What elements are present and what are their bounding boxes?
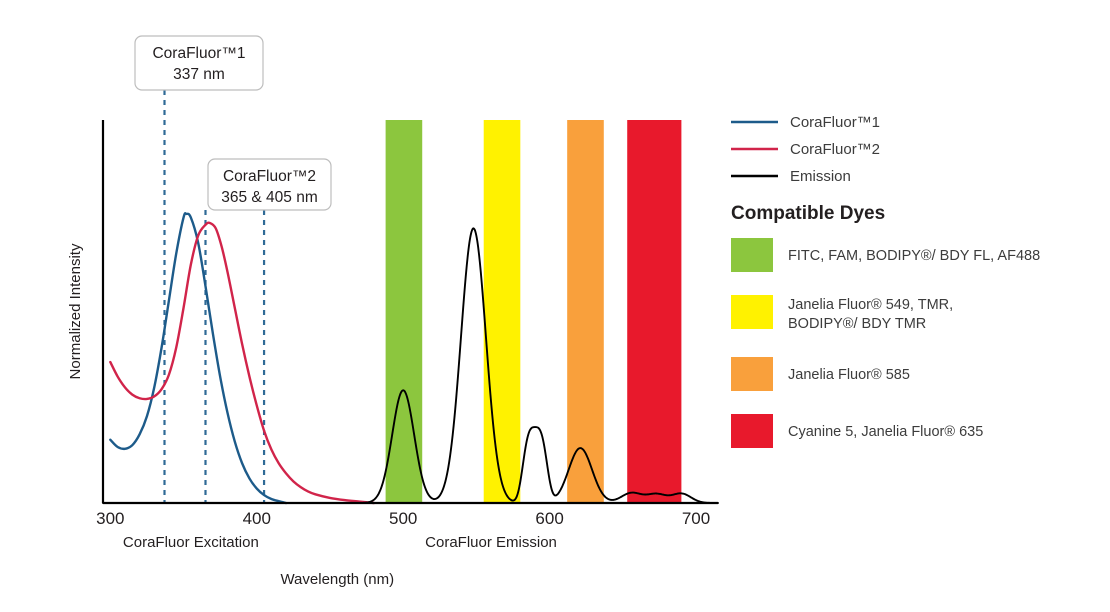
corafluor1-callout: CoraFluor™1 337 nm	[134, 35, 264, 91]
corafluor1-callout-line1: CoraFluor™1	[152, 45, 245, 62]
x-tick-label-500: 500	[389, 509, 417, 528]
corafluor1-callout-line2: 337 nm	[173, 66, 225, 83]
legend-entry-3: Emission	[731, 168, 851, 185]
legend: CoraFluor™1 CoraFluor™2 Emission Compatible…	[731, 114, 1040, 448]
region-label-emission: CoraFluor Emission	[425, 534, 557, 551]
y-axis-title: Normalized Intensity	[67, 243, 84, 379]
yellow-band	[483, 120, 521, 503]
excitation-guide-lines	[163, 90, 266, 503]
dye-label-line: Janelia Fluor® 549, TMR,	[788, 297, 953, 313]
legend-entry-2: CoraFluor™2	[731, 141, 880, 158]
x-tick-label-400: 400	[243, 509, 271, 528]
curve-excitation-1	[109, 212, 288, 505]
dye-label-line: Janelia Fluor® 585	[788, 367, 910, 383]
dye-color-swatch	[731, 414, 773, 448]
corafluor2-callout-line1: CoraFluor™2	[223, 168, 316, 185]
red-band	[627, 120, 682, 503]
legend-label: CoraFluor™2	[790, 141, 880, 158]
dye-label-line: FITC, FAM, BODIPY®/ BDY FL, AF488	[788, 248, 1040, 264]
x-axis-title: Wavelength (nm)	[280, 571, 394, 588]
x-tick-label-300: 300	[96, 509, 124, 528]
axes-layer: 300 400 500 600 700 CoraFluor Excitation CoraF…	[67, 120, 718, 588]
compatible-dyes-heading: Compatible Dyes	[731, 203, 885, 224]
dye-color-swatch	[731, 238, 773, 272]
dye-bands-layer	[385, 120, 682, 503]
corafluor1-callout-box	[134, 35, 264, 91]
dye-entry-4: Cyanine 5, Janelia Fluor® 635	[731, 414, 983, 448]
orange-band	[567, 120, 604, 503]
legend-label: Emission	[790, 168, 851, 185]
dye-color-swatch	[731, 295, 773, 329]
curve-excitation-2	[109, 221, 376, 505]
dye-entry-1: FITC, FAM, BODIPY®/ BDY FL, AF488	[731, 238, 1040, 272]
corafluor2-callout-box	[207, 158, 332, 211]
corafluor2-callout-line2: 365 & 405 nm	[221, 189, 318, 206]
legend-label: CoraFluor™1	[790, 114, 880, 131]
dye-entry-3: Janelia Fluor® 585	[731, 357, 910, 391]
dye-color-swatch	[731, 357, 773, 391]
dye-label-line: BODIPY®/ BDY TMR	[788, 316, 926, 332]
x-tick-label-600: 600	[535, 509, 563, 528]
legend-entry-1: CoraFluor™1	[731, 114, 880, 131]
region-label-excitation: CoraFluor Excitation	[123, 534, 259, 551]
x-tick-label-700: 700	[682, 509, 710, 528]
dye-label-line: Cyanine 5, Janelia Fluor® 635	[788, 424, 983, 440]
dye-entry-2: Janelia Fluor® 549, TMR, BODIPY®/ BDY TMR	[731, 295, 953, 332]
corafluor2-callout: CoraFluor™2 365 & 405 nm	[207, 158, 332, 211]
annotation-callouts: CoraFluor™1 337 nm CoraFluor™2 365 & 405 nm	[134, 35, 332, 211]
